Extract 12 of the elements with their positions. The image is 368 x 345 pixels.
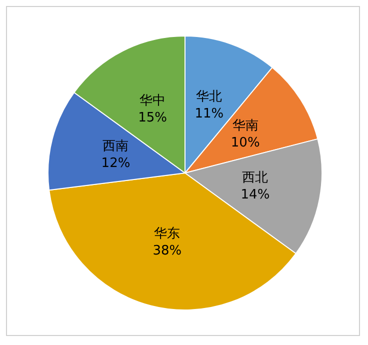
data-label: 10%	[230, 136, 260, 151]
slice-label: 西北	[242, 170, 268, 186]
data-label: 11%	[194, 106, 224, 122]
data-label: 14%	[240, 187, 270, 202]
data-label: 15%	[138, 110, 167, 126]
data-label: 38%	[152, 243, 182, 258]
slice-label: 华北	[196, 90, 222, 105]
data-label: 12%	[101, 156, 130, 172]
slice-label: 华中	[140, 93, 166, 108]
slice-label: 华南	[232, 118, 258, 134]
slice-label: 华东	[154, 226, 180, 242]
slice-label: 西南	[102, 139, 129, 154]
